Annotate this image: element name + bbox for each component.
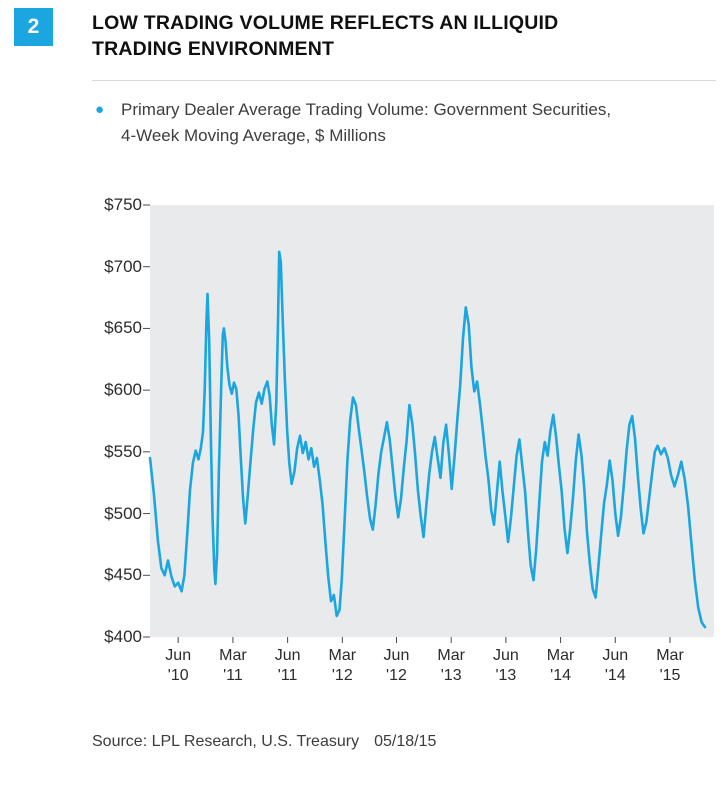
x-axis-labels: Jun '10 Mar '11 Jun '11 Mar '12 Jun '12 Mar '13 Jun '…	[150, 646, 714, 688]
y-axis-label: $700	[104, 256, 142, 276]
source-text: Source: LPL Research, U.S. Treasury	[92, 733, 360, 750]
x-axis-label: Mar '14	[546, 647, 575, 684]
x-axis-label: Jun '10	[165, 647, 192, 684]
x-axis-label: Jun '13	[492, 647, 519, 684]
chart-legend: ● Primary Dealer Average Trading Volume:…	[95, 97, 655, 148]
figure-number: 2	[27, 15, 40, 38]
figure-number-badge: 2	[14, 8, 53, 46]
legend-label: Primary Dealer Average Trading Volume: G…	[121, 100, 612, 145]
y-axis-label: $450	[104, 565, 142, 585]
x-axis-label: Mar '15	[656, 647, 684, 684]
y-axis-label: $650	[104, 318, 142, 338]
y-axis-labels: $750 $700 $650 $600 $550 $500 $450 $400	[58, 195, 142, 646]
x-axis-label: Jun '14	[602, 647, 629, 684]
legend-bullet-icon: ●	[95, 101, 105, 118]
page-title: LOW TRADING VOLUME REFLECTS AN ILLIQUID …	[92, 12, 559, 60]
x-axis-label: Jun '12	[383, 647, 410, 684]
y-axis-label: $550	[104, 441, 142, 461]
x-axis-label: Mar '12	[328, 647, 357, 684]
y-axis-label: $750	[104, 195, 142, 214]
source-note: Source: LPL Research, U.S. Treasury 05/18…	[92, 733, 436, 751]
x-axis-label: Mar '13	[437, 647, 465, 684]
data-line	[148, 250, 707, 629]
chart-panel	[143, 204, 714, 643]
header-divider	[92, 80, 716, 81]
y-axis-label: $400	[104, 627, 142, 646]
x-axis-label: Jun '11	[274, 647, 301, 684]
x-axis-label: Mar '11	[219, 647, 247, 684]
y-axis-label: $600	[104, 380, 142, 400]
source-date: 05/18/15	[374, 733, 437, 750]
chart-canvas	[143, 204, 707, 643]
y-axis-label: $500	[104, 503, 142, 523]
